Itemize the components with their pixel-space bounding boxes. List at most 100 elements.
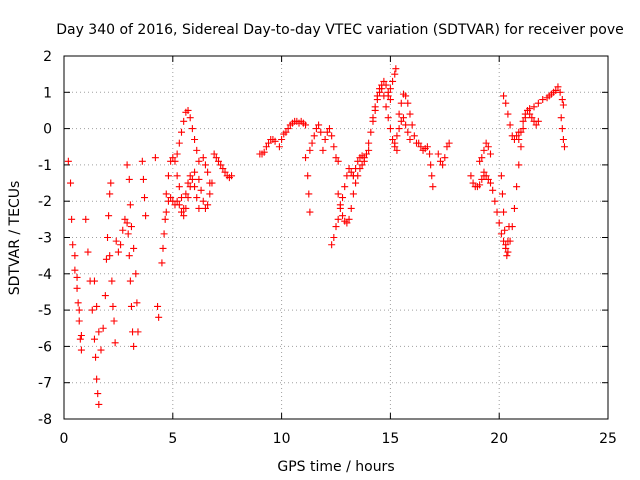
data-point [489, 186, 497, 194]
data-point [304, 172, 312, 180]
data-point [476, 157, 484, 165]
data-point [415, 139, 423, 147]
data-point [134, 328, 142, 336]
data-point [319, 146, 327, 154]
data-point [95, 328, 103, 336]
data-point [334, 190, 342, 198]
data-point [130, 244, 138, 252]
data-point [64, 157, 72, 165]
data-point [193, 146, 201, 154]
data-point [221, 168, 229, 176]
data-point [434, 150, 442, 158]
data-point [175, 139, 183, 147]
y-axis-label: SDTVAR / TECUs [7, 181, 23, 296]
data-point [515, 135, 523, 143]
data-point [90, 335, 98, 343]
data-point [94, 390, 102, 398]
x-tick-label: 10 [273, 431, 291, 447]
data-point [510, 204, 518, 212]
data-point [75, 306, 83, 314]
data-point [199, 197, 207, 205]
data-point [138, 157, 146, 165]
y-tick-label: -7 [38, 376, 52, 392]
data-point [486, 150, 494, 158]
data-point [191, 135, 199, 143]
data-point [391, 70, 399, 78]
data-point [325, 125, 333, 133]
data-point [519, 117, 527, 125]
data-point [417, 143, 425, 151]
data-point [123, 219, 131, 227]
data-point [423, 143, 431, 151]
data-point [386, 96, 394, 104]
x-tick-label: 5 [168, 431, 177, 447]
y-tick-label: -3 [38, 231, 52, 247]
data-point [406, 135, 414, 143]
data-point [347, 204, 355, 212]
data-point [76, 335, 84, 343]
data-point [173, 172, 181, 180]
data-point [175, 201, 183, 209]
data-point [558, 96, 566, 104]
data-point [428, 172, 436, 180]
data-point [191, 183, 199, 191]
data-point [278, 135, 286, 143]
data-point [90, 277, 98, 285]
data-point [315, 121, 323, 129]
data-point [334, 157, 342, 165]
data-point [260, 148, 268, 156]
data-point [169, 154, 177, 162]
data-point [389, 77, 397, 85]
data-point [393, 132, 401, 140]
data-point [68, 215, 76, 223]
data-point [502, 241, 510, 249]
data-point [161, 215, 169, 223]
data-point [500, 92, 508, 100]
data-point [182, 190, 190, 198]
data-point [328, 132, 336, 140]
data-point [519, 125, 527, 133]
data-point [365, 146, 373, 154]
data-point [480, 146, 488, 154]
data-point [114, 248, 122, 256]
data-point [530, 103, 538, 111]
data-point [106, 252, 114, 260]
data-point [467, 172, 475, 180]
data-point [373, 92, 381, 100]
data-point [478, 175, 486, 183]
data-point [180, 204, 188, 212]
data-point [186, 172, 194, 180]
data-point [188, 175, 196, 183]
data-point [406, 110, 414, 118]
x-axis-label: GPS time / hours [277, 459, 394, 475]
data-point [539, 96, 547, 104]
data-point [151, 154, 159, 162]
data-point [173, 150, 181, 158]
data-point [554, 83, 562, 91]
data-point [367, 128, 375, 136]
data-point [517, 128, 525, 136]
data-point [347, 168, 355, 176]
data-point [139, 175, 147, 183]
data-point [469, 179, 477, 187]
data-point [104, 234, 112, 241]
data-point [500, 208, 508, 216]
data-point [498, 190, 506, 198]
data-point [88, 306, 96, 314]
y-tick-labels: -8 -7 -6 -5 -4 -3 -2 -1 0 1 2 [38, 49, 52, 428]
data-point [71, 266, 79, 274]
data-point [195, 157, 203, 165]
data-point [171, 157, 179, 165]
data-point [109, 302, 117, 310]
data-point [503, 252, 511, 260]
data-point [271, 137, 279, 145]
data-point [484, 143, 492, 151]
y-tick-label: 1 [43, 85, 52, 101]
data-point [162, 190, 170, 198]
data-point [210, 150, 218, 158]
data-point [302, 154, 310, 162]
data-point [343, 219, 351, 227]
data-point [217, 161, 225, 169]
data-point [349, 190, 357, 198]
